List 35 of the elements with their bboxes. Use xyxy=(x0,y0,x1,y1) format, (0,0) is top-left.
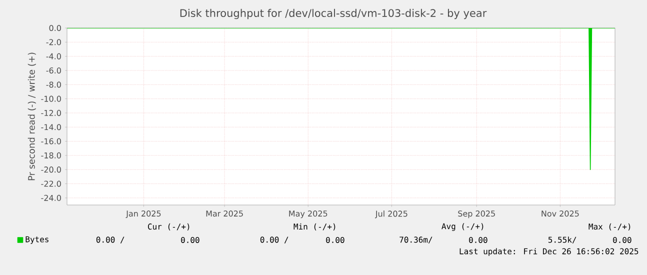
y-tick-label: 0.0 xyxy=(49,24,61,32)
text: Max (-/+) xyxy=(588,223,630,231)
text: 0.00 xyxy=(326,236,344,244)
text: Min (-/+) xyxy=(294,223,336,231)
text: 0.00 xyxy=(613,236,632,244)
text: 70.36m/ xyxy=(400,236,432,244)
x-tick-label: Nov 2025 xyxy=(542,210,579,217)
chart-title: Disk throughput for /dev/local-ssd/vm-103-disk-2 - by year xyxy=(180,8,487,20)
legend-label: Bytes xyxy=(26,236,48,244)
text: 0.00 xyxy=(181,236,200,244)
text: 5.55k/ xyxy=(548,236,576,244)
y-tick-label: -24.0 xyxy=(41,194,61,201)
y-tick-label: -8.0 xyxy=(46,82,61,88)
text: Cur (-/+) xyxy=(148,223,190,231)
text: 0.00 / xyxy=(96,236,124,244)
x-tick-label: Sep 2025 xyxy=(458,210,495,218)
x-tick-label: Mar 2025 xyxy=(206,210,243,217)
y-tick-label: -18.0 xyxy=(41,152,61,158)
y-tick-label: -20.0 xyxy=(41,166,61,173)
text: 0.00 xyxy=(469,236,488,244)
y-tick-label: -2.0 xyxy=(46,39,61,46)
y-tick-label: -14.0 xyxy=(41,124,61,130)
y-axis-title: Pr second read (-) / write (+) xyxy=(28,52,36,180)
y-tick-label: -16.0 xyxy=(41,138,61,144)
y-tick-label: -12.0 xyxy=(41,110,61,116)
x-tick-label: May 2025 xyxy=(289,210,328,218)
text: 0.00 / xyxy=(260,236,288,244)
y-tick-label: -4.0 xyxy=(46,53,61,60)
y-tick-label: -6.0 xyxy=(46,67,61,74)
x-tick-label: Jul 2025 xyxy=(375,210,408,218)
y-tick-label: -10.0 xyxy=(41,96,61,102)
text: Avg (-/+) xyxy=(442,223,484,231)
text: Last update: Fri Dec 26 16:56:02 2025 xyxy=(460,248,638,256)
x-tick-label: Jan 2025 xyxy=(126,210,161,218)
y-tick-label: -22.0 xyxy=(41,180,61,187)
